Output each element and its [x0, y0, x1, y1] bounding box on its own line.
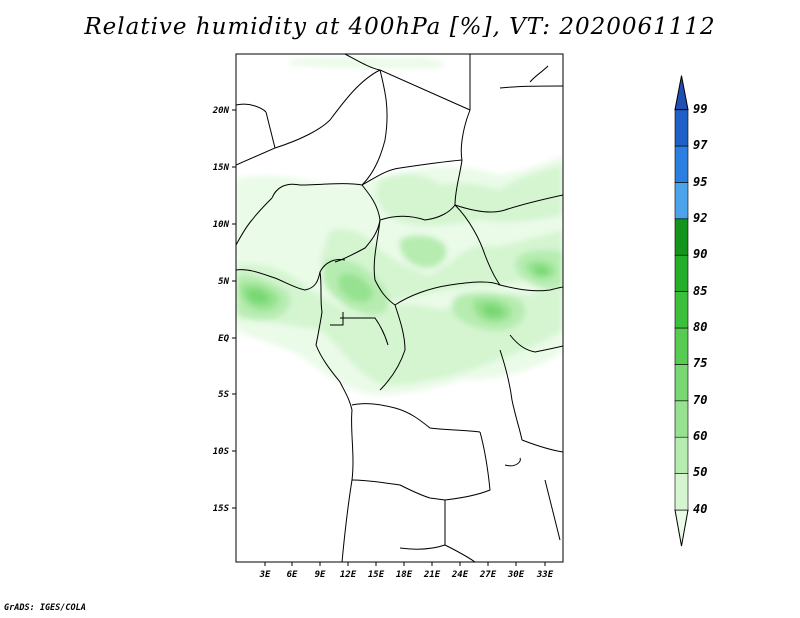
lat-labels: 20N 15N 10N 5N EQ 5S 10S 15S: [212, 106, 230, 514]
lon-label: 18E: [396, 570, 413, 580]
colorbar-segment: [674, 109, 689, 147]
colorbar-label: 80: [693, 320, 707, 334]
colorbar-label: 50: [693, 465, 707, 479]
colorbar-segment: [674, 364, 689, 402]
lon-label: 6E: [287, 570, 298, 580]
lat-label: EQ: [218, 334, 229, 344]
lon-label: 12E: [340, 570, 357, 580]
colorbar-upper-arrow: [674, 75, 689, 111]
colorbar-label: 75: [693, 356, 707, 370]
credit-text: GrADS: IGES/COLA: [4, 603, 86, 613]
lon-label: 30E: [507, 570, 525, 580]
colorbar-segment: [674, 218, 689, 256]
colorbar-segment: [674, 400, 689, 438]
lon-label: 27E: [479, 570, 497, 580]
colorbar-label: 60: [693, 429, 707, 443]
colorbar-segment: [674, 473, 689, 511]
lon-label: 3E: [259, 570, 271, 580]
lon-labels: 3E 6E 9E 12E 15E 18E 21E 24E 27E 30E 33E: [259, 570, 554, 580]
colorbar-segment: [674, 145, 689, 183]
colorbar-label: 92: [693, 211, 707, 225]
colorbar-label: 90: [693, 247, 707, 261]
colorbar-segment: [674, 254, 689, 292]
lon-label: 24E: [451, 570, 469, 580]
colorbar-segment: [674, 436, 689, 474]
colorbar-label: 99: [693, 102, 707, 116]
lat-label: 5S: [218, 390, 229, 400]
colorbar-segment: [674, 327, 689, 365]
country-borders: [236, 54, 563, 562]
lon-label: 21E: [423, 570, 441, 580]
colorbar-label: 85: [693, 284, 707, 298]
colorbar-lower-arrow: [674, 509, 689, 547]
colorbar-segment: [674, 182, 689, 220]
lat-label: 10S: [213, 447, 230, 457]
colorbar-label: 70: [693, 393, 707, 407]
lon-label: 33E: [536, 570, 554, 580]
map-frame: [235, 53, 564, 563]
colorbar: 40 50 60 70 75 80 85 90 92 95 97 99: [674, 75, 708, 547]
lat-label: 15S: [213, 504, 230, 514]
lon-ticks: [264, 562, 546, 566]
colorbar-label: 40: [693, 502, 707, 516]
humidity-field: [236, 54, 563, 562]
colorbar-segment: [674, 291, 689, 329]
colorbar-label: 95: [693, 175, 707, 189]
lon-label: 9E: [315, 570, 326, 580]
lat-label: 10N: [213, 220, 230, 230]
lon-label: 15E: [368, 570, 385, 580]
colorbar-label: 97: [693, 138, 708, 152]
lat-ticks: [232, 109, 236, 509]
chart-title: Relative humidity at 400hPa [%], VT: 202…: [84, 14, 716, 40]
lat-label: 5N: [218, 277, 229, 287]
lat-label: 15N: [213, 163, 230, 173]
lat-label: 20N: [212, 106, 230, 116]
